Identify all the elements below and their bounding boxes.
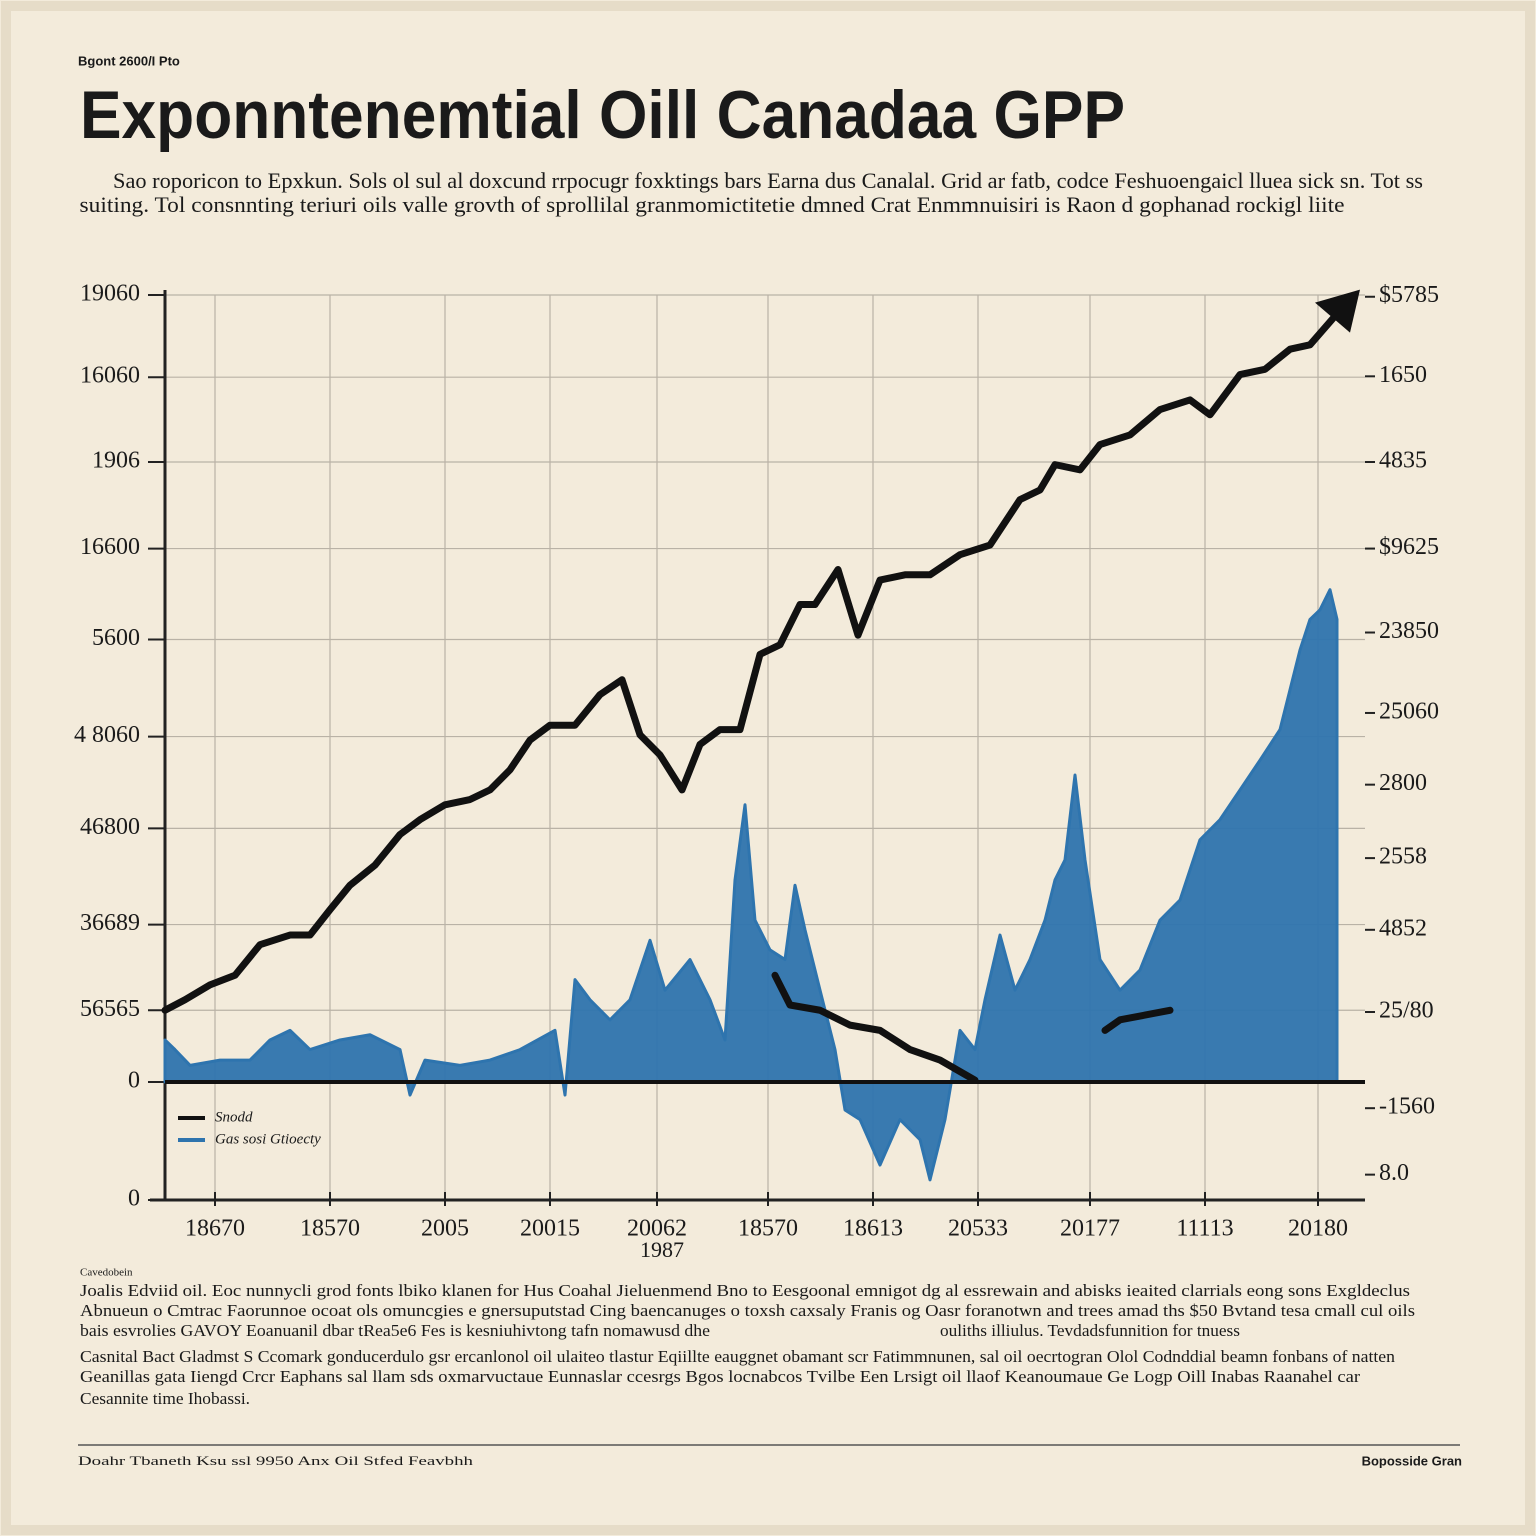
plot: 19060 16060 1906 16600 5600 4 8060 46800 36689 5… <box>74 281 1439 1242</box>
y2-tick-label: 25/80 <box>1379 998 1434 1024</box>
notes-heading: Cavedobein <box>80 1267 133 1279</box>
y-tick-label: 56565 <box>80 996 140 1022</box>
y-tick-label: 0 <box>128 1186 140 1212</box>
y-tick-label: 4 8060 <box>74 722 140 748</box>
arrowhead <box>1315 289 1360 333</box>
y2-tick-label: 4835 <box>1379 448 1427 474</box>
x-tick-label: 18670 <box>185 1216 245 1242</box>
y2-tick-label: 2800 <box>1379 770 1427 796</box>
y-tick-label: 16600 <box>80 534 140 560</box>
y-tick-label: 0 <box>128 1067 140 1093</box>
x-tick-label: 20177 <box>1060 1216 1120 1242</box>
y2-tick-label: $9625 <box>1379 534 1439 560</box>
subtitle: suiting. Tol consnnting teriuri oils val… <box>80 192 1345 217</box>
note-line: bais esvrolies GAVOY Eoanuanil dbar tRea… <box>80 1321 710 1340</box>
footer-right: Boposside Gran <box>1362 1453 1462 1468</box>
note-line: Abnueun o Cmtrac Faorunnoe ocoat ols omu… <box>80 1301 1415 1320</box>
y2-tick-label: 25060 <box>1379 698 1439 724</box>
x-tick-label: 20015 <box>520 1216 580 1242</box>
subtitle: Sao roporicon to Epxkun. Sols ol sul al … <box>113 168 1423 193</box>
area <box>163 588 1339 1182</box>
note-line: Casnital Bact Gladmst S Ccomark gonducer… <box>80 1347 1396 1366</box>
x-tick-label: 20180 <box>1288 1216 1348 1242</box>
y2-tick-label: -1560 <box>1379 1094 1435 1120</box>
y-tick-label: 36689 <box>80 910 140 936</box>
x-tick-label: 18570 <box>738 1216 798 1242</box>
y2-tick-label: 1650 <box>1379 362 1427 388</box>
y-tick-label: 16060 <box>80 363 140 389</box>
note-line: Geanillas gata Iiengd Crcr Eaphans sal l… <box>80 1367 1360 1386</box>
y2-tick-label: 8.0 <box>1379 1160 1409 1186</box>
notes: Joalis Edviid oil. Eoc nunnycli grod fon… <box>80 1281 1415 1408</box>
y2-tick-label: 4852 <box>1379 915 1427 941</box>
x-tick-label: 2005 <box>421 1216 469 1242</box>
note-line: ouliths illiulus. Tevdadsfunnition for t… <box>940 1321 1240 1340</box>
legend-label: Gas sosi Gtioecty <box>215 1131 321 1147</box>
y-tick-label: 5600 <box>92 625 140 651</box>
note-line: Joalis Edviid oil. Eoc nunnycli grod fon… <box>80 1281 1410 1300</box>
y-tick-label: 46800 <box>80 814 140 840</box>
legend-label: Snodd <box>215 1109 253 1125</box>
y2-tick-label: $5785 <box>1379 282 1439 308</box>
line <box>771 971 1174 1084</box>
x-tick-label: 18613 <box>843 1216 903 1242</box>
x-axis-label: 1987 <box>640 1237 684 1262</box>
chart-title: Exponntenemtial Oill Canadaa GPP <box>80 77 1125 153</box>
y2-tick-label: 23850 <box>1379 618 1439 644</box>
x-tick-label: 11113 <box>1176 1216 1233 1242</box>
x-tick-label: 18570 <box>300 1216 360 1242</box>
note-line: Cesannite time Ihobassi. <box>80 1389 250 1408</box>
line <box>161 301 1349 1014</box>
y2-tick-label: 2558 <box>1379 844 1427 870</box>
footer-left: Doahr Tbaneth Ksu ssl 9950 Anx Oil Stfed… <box>78 1453 474 1468</box>
y-tick-label: 19060 <box>80 281 140 307</box>
y-tick-label: 1906 <box>92 448 140 474</box>
x-tick-label: 20533 <box>948 1216 1008 1242</box>
x-tick-label: 20062 <box>627 1216 687 1242</box>
kicker: Bgont 2600/I Pto <box>78 53 180 68</box>
